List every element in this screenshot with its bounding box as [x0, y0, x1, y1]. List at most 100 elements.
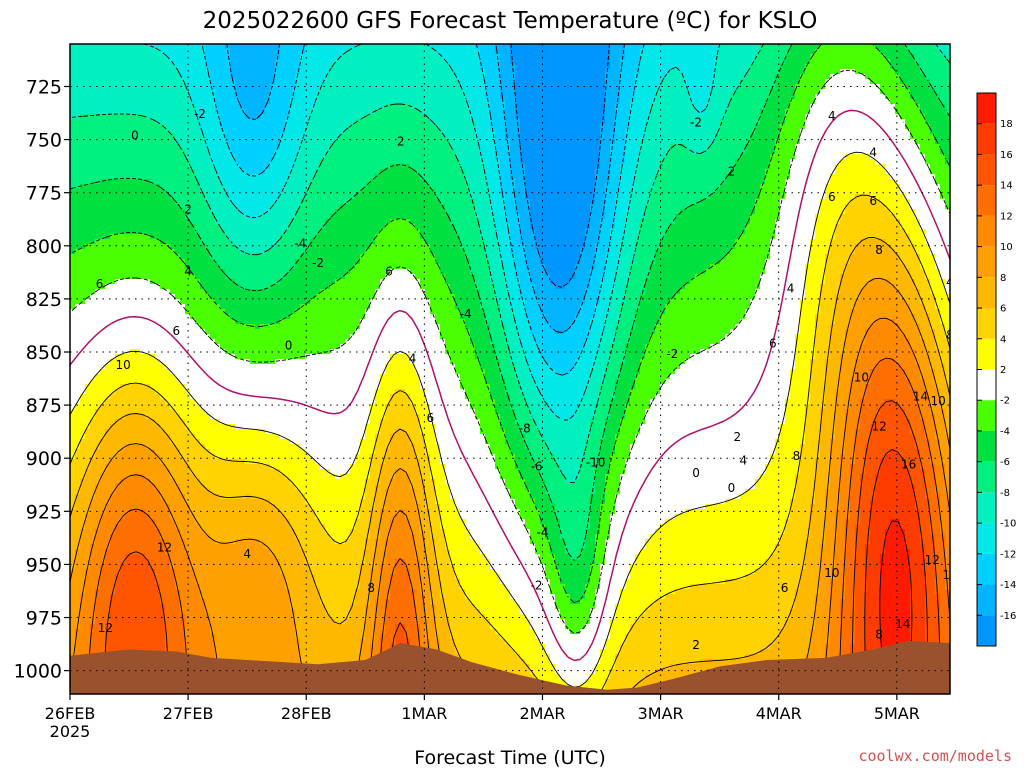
field-cell [260, 64, 266, 70]
field-cell [250, 284, 256, 290]
field-cell [225, 634, 231, 640]
field-cell [145, 449, 151, 455]
field-cell [100, 389, 106, 395]
field-cell [120, 589, 126, 595]
field-cell [215, 274, 221, 280]
field-cell [160, 354, 166, 360]
field-cell [170, 339, 176, 345]
field-cell [95, 134, 101, 140]
field-cell [70, 479, 76, 485]
field-cell [255, 314, 261, 320]
field-cell [255, 194, 261, 200]
field-cell [160, 639, 166, 645]
field-cell [95, 274, 101, 280]
field-cell [110, 334, 116, 340]
field-cell [215, 544, 221, 550]
field-cell [70, 599, 76, 605]
field-cell [115, 484, 121, 490]
field-cell [85, 389, 91, 395]
field-cell [185, 69, 191, 75]
field-cell [245, 274, 251, 280]
field-cell [230, 319, 236, 325]
field-cell [240, 274, 246, 280]
field-cell [140, 294, 146, 300]
field-cell [250, 629, 256, 635]
field-cell [75, 454, 81, 460]
field-cell [95, 279, 101, 285]
field-cell [230, 134, 236, 140]
field-cell [70, 144, 76, 150]
field-cell [90, 604, 96, 610]
field-cell [255, 544, 261, 550]
field-cell [150, 309, 156, 315]
field-cell [135, 74, 141, 80]
field-cell [160, 299, 166, 305]
field-cell [210, 194, 216, 200]
field-cell [120, 204, 126, 210]
field-cell [180, 244, 186, 250]
field-cell [70, 484, 76, 490]
field-cell [120, 319, 126, 325]
field-cell [240, 89, 246, 95]
field-cell [80, 174, 86, 180]
field-cell [200, 579, 206, 585]
field-cell [180, 619, 186, 625]
field-cell [120, 584, 126, 590]
field-cell [160, 259, 166, 265]
field-cell [190, 279, 196, 285]
field-cell [245, 614, 251, 620]
field-cell [160, 539, 166, 545]
field-cell [70, 319, 76, 325]
field-cell [130, 154, 136, 160]
field-cell [170, 94, 176, 100]
field-cell [235, 359, 241, 365]
field-cell [210, 589, 216, 595]
field-cell [255, 244, 261, 250]
field-cell [95, 624, 101, 630]
field-cell [180, 439, 186, 445]
field-cell [230, 194, 236, 200]
field-cell [140, 454, 146, 460]
field-cell [160, 174, 166, 180]
field-cell [210, 294, 216, 300]
field-cell [220, 114, 226, 120]
field-cell [225, 379, 231, 385]
field-cell [200, 389, 206, 395]
field-cell [100, 554, 106, 560]
field-cell [85, 284, 91, 290]
field-cell [150, 129, 156, 135]
field-cell [80, 194, 86, 200]
field-cell [70, 324, 76, 330]
field-cell [110, 534, 116, 540]
field-cell [195, 64, 201, 70]
field-cell [125, 614, 131, 620]
field-cell [70, 579, 76, 585]
field-cell [165, 569, 171, 575]
field-cell [150, 299, 156, 305]
field-cell [100, 624, 106, 630]
field-cell [245, 629, 251, 635]
field-cell [140, 574, 146, 580]
field-cell [255, 609, 261, 615]
field-cell [160, 249, 166, 255]
field-cell [195, 584, 201, 590]
field-cell [205, 199, 211, 205]
field-cell [250, 619, 256, 625]
field-cell [240, 254, 246, 260]
field-cell [90, 284, 96, 290]
field-cell [220, 464, 226, 470]
field-cell [165, 294, 171, 300]
field-cell [130, 59, 136, 65]
field-cell [180, 289, 186, 295]
field-cell [100, 329, 106, 335]
field-cell [215, 209, 221, 215]
field-cell [190, 524, 196, 530]
field-cell [205, 49, 211, 55]
field-cell [195, 254, 201, 260]
field-cell [180, 64, 186, 70]
field-cell [215, 584, 221, 590]
field-cell [190, 619, 196, 625]
field-cell [220, 239, 226, 245]
field-cell [155, 639, 161, 645]
field-cell [110, 274, 116, 280]
